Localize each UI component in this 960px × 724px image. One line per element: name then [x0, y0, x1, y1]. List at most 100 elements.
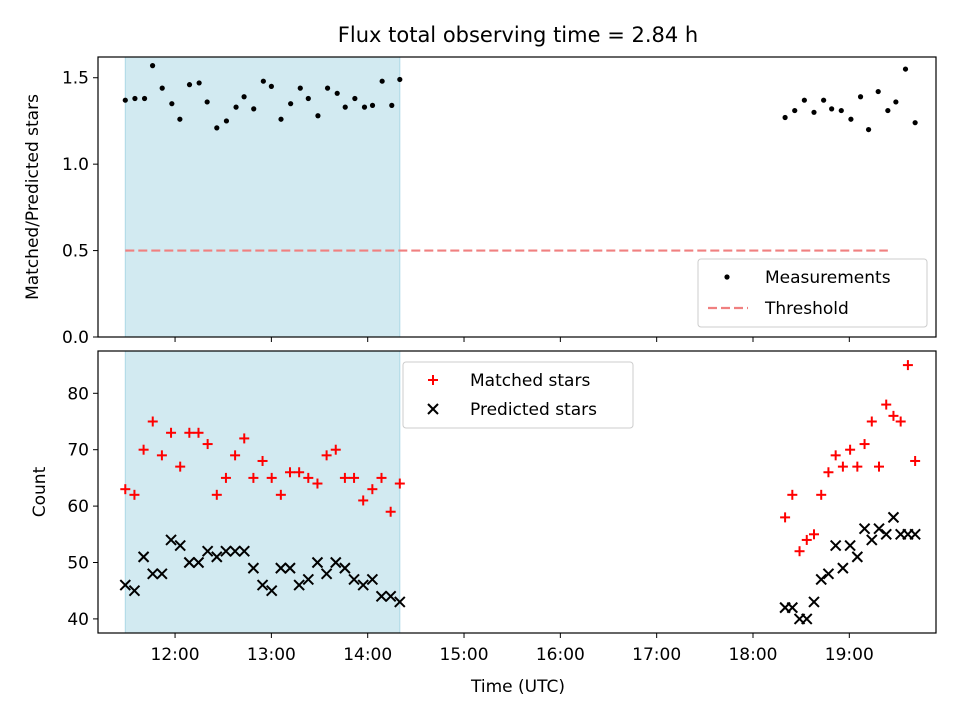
predicted-star-point: [302, 573, 315, 586]
measurement-point: [122, 97, 128, 103]
predicted-star-point: [829, 539, 842, 552]
matched-star-point: [895, 416, 906, 427]
measurement-point: [132, 95, 138, 102]
measurement-point: [204, 99, 210, 105]
measurement-point: [260, 78, 266, 84]
y-tick-label: 40: [67, 610, 89, 630]
predicted-star-point: [786, 601, 799, 614]
predicted-star-point: [357, 579, 369, 591]
x-tick-label: 14:00: [343, 645, 392, 665]
legend-predicted: Predicted stars: [470, 400, 597, 420]
matched-star-point: [888, 410, 899, 421]
legend-threshold: Threshold: [764, 299, 849, 319]
matched-star-point: [376, 472, 387, 483]
measurement-point: [352, 95, 358, 102]
predicted-star-point: [330, 556, 342, 569]
predicted-star-point: [128, 584, 141, 597]
predicted-star-point: [256, 579, 269, 591]
measurement-point: [305, 95, 311, 102]
matched-star-point: [248, 472, 259, 483]
predicted-star-point: [837, 562, 849, 574]
y-tick-label: 60: [67, 497, 89, 517]
bottom-panel: 40 50 60 70 80 12:00 13:00 14:00 15:00 16:00 17:00…: [30, 350, 937, 697]
matched-star-point: [339, 472, 350, 483]
measurement-point: [801, 97, 807, 103]
matched-star-point: [166, 427, 177, 438]
matched-star-point: [394, 478, 405, 489]
measurement-point: [149, 63, 156, 69]
legend-matched-marker: [428, 375, 438, 385]
predicted-star-point: [311, 556, 324, 569]
y-tick-label: 1.5: [62, 69, 89, 89]
x-tick-label: 19:00: [825, 645, 874, 665]
matched-star-point: [859, 439, 870, 450]
matched-star-point: [837, 461, 848, 472]
x-tick-label: 16:00: [536, 645, 585, 665]
predicted-star-point: [866, 534, 878, 546]
matched-star-point: [175, 461, 186, 472]
predicted-star-point: [293, 579, 305, 591]
measurement-point: [369, 102, 376, 108]
measurement-point: [141, 95, 148, 102]
matched-star-point: [852, 461, 863, 472]
legend-box: [697, 258, 928, 328]
legend-measurements: Measurements: [765, 268, 891, 288]
matched-star-point: [881, 399, 892, 410]
predicted-star-point: [183, 556, 196, 569]
matched-star-point: [266, 472, 277, 483]
predicted-star-point: [174, 539, 186, 552]
matched-star-point: [780, 512, 791, 523]
matched-star-point: [367, 484, 378, 495]
y-tick-label: 0.5: [62, 242, 89, 262]
matched-star-point: [129, 489, 140, 500]
observing-window-shade: [125, 351, 400, 633]
matched-star-point: [321, 450, 332, 461]
matched-star-point: [211, 489, 222, 500]
predicted-star-point: [808, 596, 820, 608]
matched-star-point: [349, 472, 360, 483]
measurement-point: [324, 85, 331, 91]
chart-title: Flux total observing time = 2.84 h: [338, 23, 698, 47]
measurement-point: [857, 94, 864, 100]
matched-star-point: [910, 455, 921, 466]
matched-star-point: [385, 506, 396, 517]
y-axis-label: Count: [30, 466, 50, 517]
matched-star-point: [202, 439, 213, 450]
matched-star-point: [358, 495, 369, 506]
measurement-point: [251, 106, 257, 112]
measurement-point: [838, 107, 844, 114]
predicted-star-point: [375, 590, 388, 603]
predicted-star-point: [815, 573, 827, 586]
predicted-star-point: [880, 528, 892, 541]
matched-star-point: [294, 467, 305, 478]
measurement-point: [297, 85, 303, 91]
predicted-star-point: [229, 545, 241, 557]
predicted-star-point: [275, 562, 287, 574]
predicted-star-point: [887, 511, 900, 524]
measurement-point: [342, 104, 348, 110]
measurement-point: [361, 104, 368, 110]
matched-star-point: [239, 433, 250, 444]
predicted-star-point: [801, 613, 813, 625]
measurement-point: [829, 106, 835, 112]
legend-matched: Matched stars: [470, 371, 590, 391]
measurement-point: [397, 76, 403, 83]
top-panel: 0.0 0.5 1.0 1.5 Matched/Predicted stars Measu…: [23, 56, 937, 348]
measurement-point: [912, 120, 918, 126]
matched-star-point: [138, 444, 149, 455]
matched-star-point: [830, 450, 841, 461]
x-tick-label: 15:00: [440, 645, 489, 665]
matched-star-point: [193, 427, 204, 438]
measurement-point: [288, 101, 294, 107]
measurement-point: [893, 99, 899, 105]
matched-star-point: [120, 484, 131, 495]
measurement-point: [278, 116, 284, 122]
y-axis-label: Matched/Predicted stars: [23, 94, 43, 300]
measurement-point: [334, 90, 340, 96]
measurement-point: [811, 109, 817, 115]
predicted-star-point: [366, 573, 379, 586]
predicted-star-point: [192, 556, 205, 569]
predicted-star-point: [211, 551, 223, 563]
predicted-star-point: [147, 568, 159, 580]
